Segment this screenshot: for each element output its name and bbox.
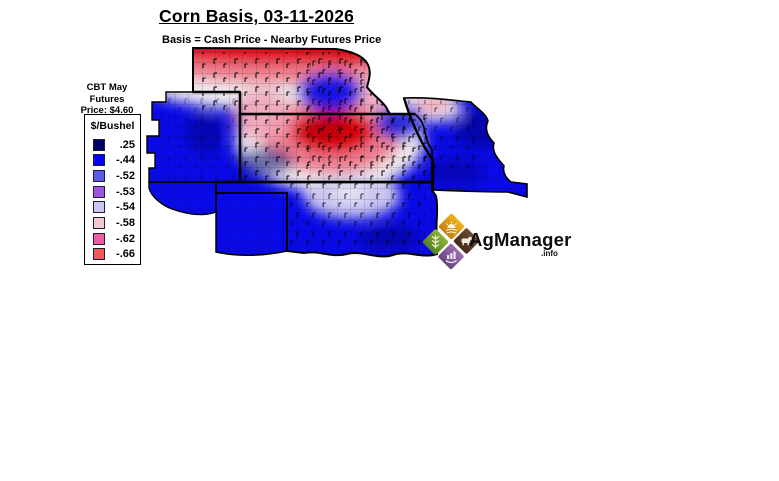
legend-value-label: -.54: [116, 201, 135, 214]
legend-color-swatch: [93, 169, 105, 182]
legend-value-label: -.52: [116, 169, 135, 182]
legend-color-swatch: [93, 154, 105, 167]
legend-row: -.54: [93, 201, 140, 214]
legend-row: -.52: [93, 169, 140, 182]
map-legend: $/Bushel .25 -.44 -.52: [84, 114, 141, 265]
state-borders: [146, 46, 528, 258]
page-title: Corn Basis, 03-11-2026: [159, 6, 355, 26]
legend-value-label: -.62: [116, 232, 135, 245]
legend-row: -.66: [93, 248, 140, 261]
legend-row: -.53: [93, 185, 140, 198]
futures-note-line3: Price: $4.60: [80, 105, 134, 116]
legend-value-label: .25: [119, 138, 135, 151]
legend-color-swatch: [93, 216, 105, 229]
legend-color-swatch: [93, 201, 105, 214]
legend-value-label: -.44: [116, 154, 135, 167]
legend-title: $/Bushel: [90, 120, 135, 132]
futures-note-line2: Futures: [89, 93, 125, 105]
legend-row: -.44: [93, 154, 140, 167]
legend-rows: .25 -.44 -.52 -.53: [85, 138, 140, 261]
sun-field-icon: [438, 213, 465, 240]
legend-color-swatch: [93, 248, 105, 261]
hand-chart-icon: [438, 243, 464, 270]
legend-value-label: -.58: [116, 216, 135, 229]
legend-color-swatch: [93, 232, 105, 245]
legend-color-swatch: [93, 138, 105, 151]
brand-domain: .info: [541, 249, 558, 258]
legend-row: .25: [93, 138, 140, 151]
legend-value-label: -.53: [116, 185, 135, 198]
agmanager-logo: AgManager .info: [420, 210, 595, 272]
wheat-icon: [422, 229, 449, 255]
legend-row: -.58: [93, 216, 140, 229]
agmanager-logo-mark: [422, 213, 480, 270]
cattle-icon: [453, 228, 480, 254]
legend-row: -.62: [93, 232, 140, 245]
legend-value-label: -.66: [116, 248, 135, 261]
futures-price-note: CBT May Futures Price: $4.60: [64, 82, 150, 117]
futures-note-line1: CBT May: [86, 82, 128, 93]
page-subtitle: Basis = Cash Price - Nearby Futures Pric…: [162, 34, 382, 46]
brand-name: AgManager: [469, 229, 572, 250]
legend-color-swatch: [93, 185, 105, 198]
